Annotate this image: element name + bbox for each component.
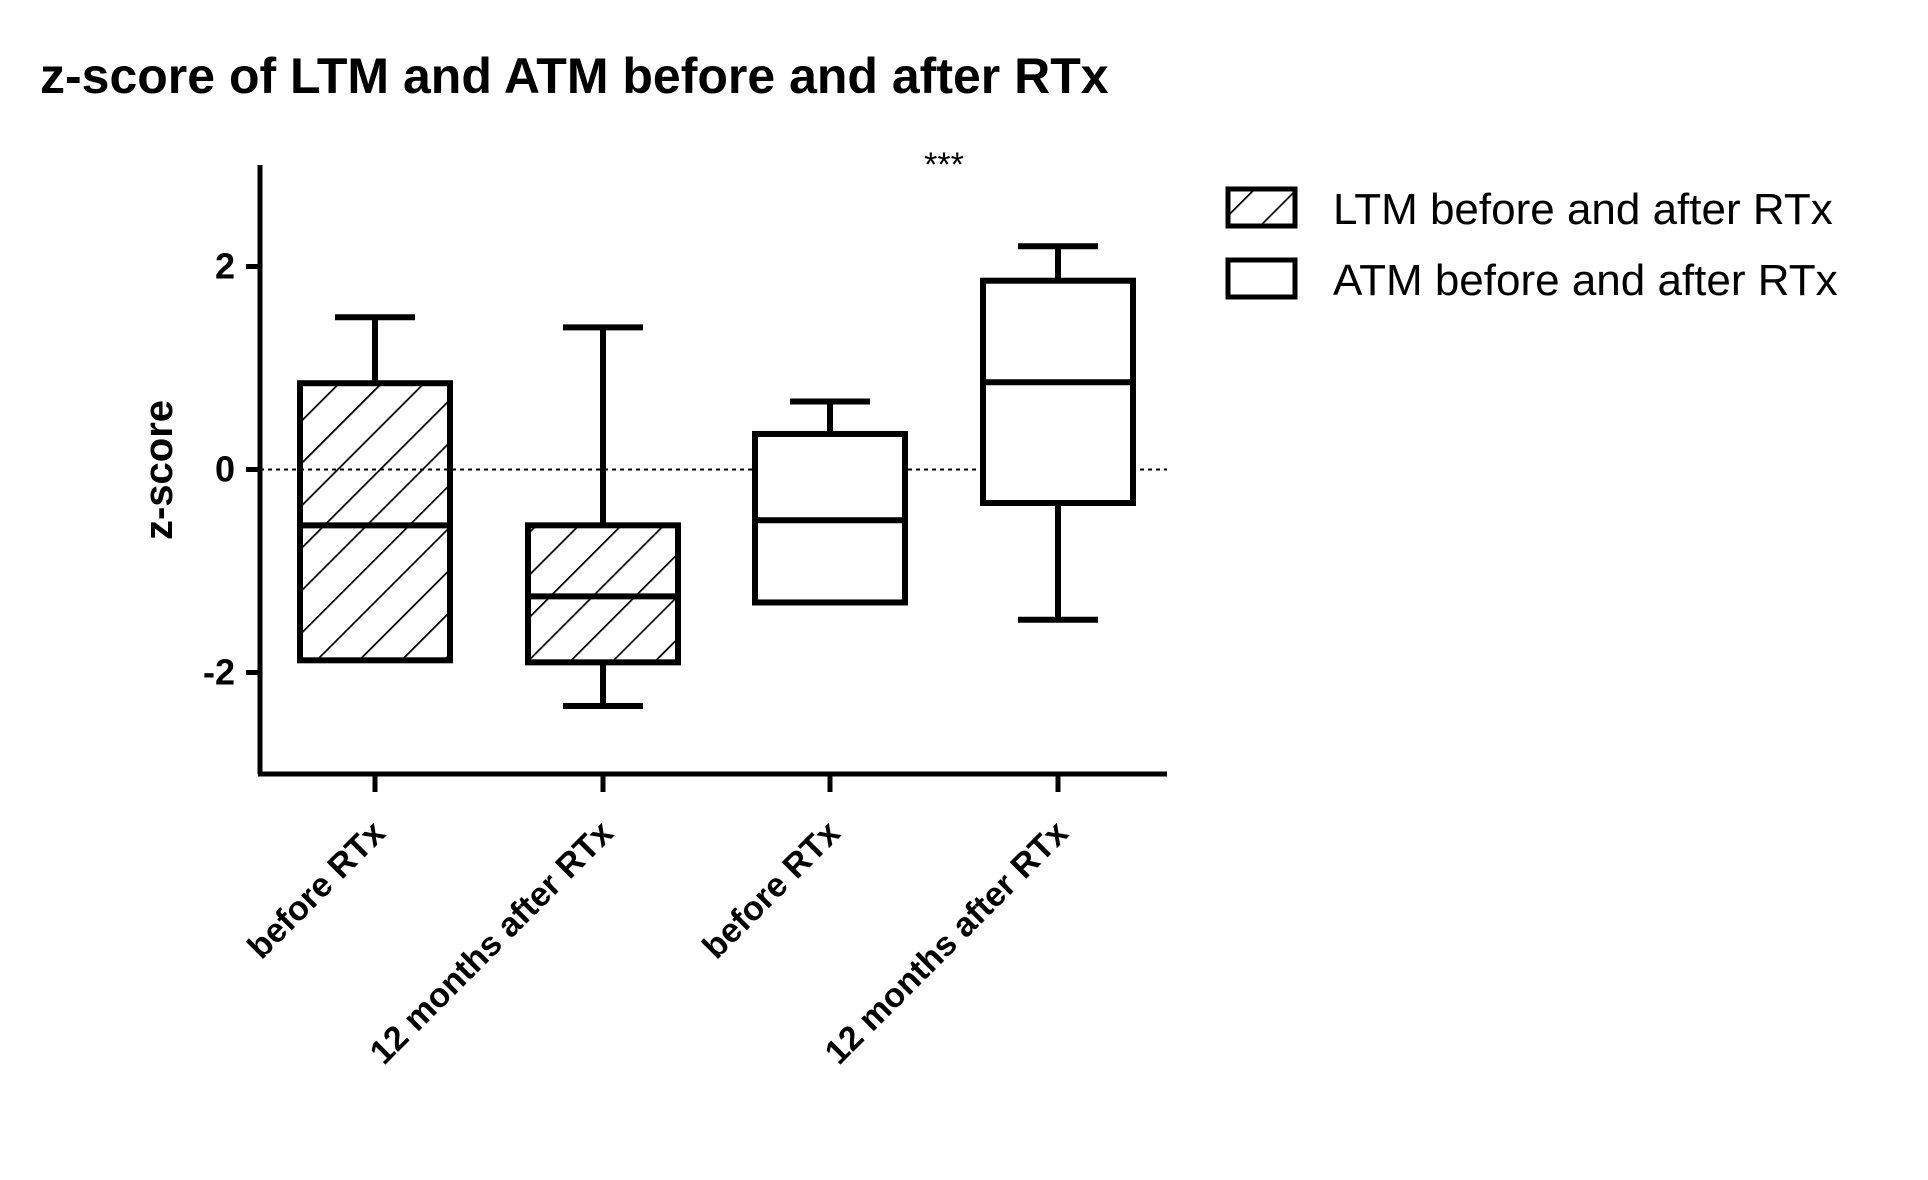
box-atm-2 bbox=[752, 398, 908, 606]
box-body bbox=[297, 380, 453, 664]
x-tick-label: before RTx bbox=[240, 814, 393, 967]
legend-swatch-atm bbox=[1225, 257, 1298, 300]
legend-swatch-ltm bbox=[1225, 186, 1298, 229]
y-tick-label: 2 bbox=[215, 246, 235, 287]
x-tick-label: 12 months after RTx bbox=[363, 814, 621, 1072]
y-axis-title: z-score bbox=[137, 400, 181, 540]
box-atm-3 bbox=[980, 243, 1136, 623]
chart-title: z-score of LTM and ATM before and after … bbox=[40, 48, 1109, 104]
box-body bbox=[980, 277, 1136, 506]
x-tick-label: before RTx bbox=[695, 814, 848, 967]
box-ltm-1 bbox=[525, 324, 681, 709]
y-tick-label: 0 bbox=[215, 449, 235, 490]
box-ltm-0 bbox=[297, 314, 453, 664]
legend-label-ltm: LTM before and after RTx bbox=[1333, 185, 1833, 234]
x-tick-label: 12 months after RTx bbox=[818, 814, 1076, 1072]
legend: LTM before and after RTx ATM before and … bbox=[1225, 185, 1838, 305]
legend-label-atm: ATM before and after RTx bbox=[1333, 256, 1838, 305]
y-tick-label: -2 bbox=[203, 652, 235, 693]
significance-annotation: *** bbox=[924, 146, 964, 184]
